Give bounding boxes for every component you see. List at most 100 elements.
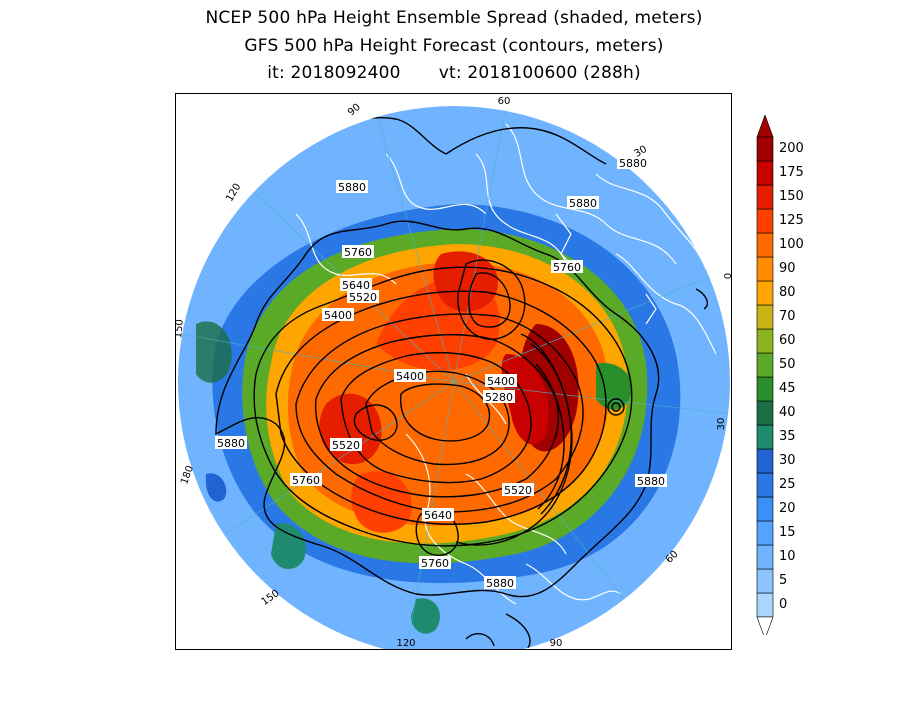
colorbar-tick-label: 60 [779, 333, 796, 348]
colorbar-box [756, 256, 774, 282]
contour-label: 5880 [619, 157, 647, 170]
contour-label: 5880 [338, 181, 366, 194]
chart-title: NCEP 500 hPa Height Ensemble Spread (sha… [205, 8, 703, 28]
contour-label-bg [322, 308, 354, 321]
colorbar-tick-label: 200 [779, 141, 804, 156]
colorbar-bottom-arrow [756, 616, 774, 635]
colorbar-box [756, 352, 774, 378]
contour-label-bg [502, 483, 534, 496]
colorbar-tick-label: 15 [779, 525, 796, 540]
colorbar-box [756, 520, 774, 546]
contour-label-bg [394, 369, 426, 382]
colorbar-box [756, 448, 774, 474]
polar-map-frame: 5880 5880 5880 5880 5880 5880 5760 5760 5760 5760… [175, 93, 732, 650]
longitude-label: 120 [396, 638, 415, 649]
contour-label: 5400 [487, 375, 515, 388]
contour-label-bg [483, 390, 515, 403]
colorbar-box [756, 328, 774, 354]
colorbar-box [756, 280, 774, 306]
colorbar-box [756, 136, 774, 162]
colorbar-tick-label: 50 [779, 357, 796, 372]
contour-label-bg [215, 436, 247, 449]
polar-stereographic-map: 5880 5880 5880 5880 5880 5880 5760 5760 5760 5760… [176, 96, 732, 649]
contour-label-bg [340, 278, 372, 291]
colorbar-tick-label: 100 [779, 237, 804, 252]
colorbar-tick-label: 150 [779, 189, 804, 204]
contour-label: 5760 [421, 557, 449, 570]
longitude-label: 60 [498, 96, 511, 107]
contour-label-bg [635, 474, 667, 487]
colorbar-tick-label: 25 [779, 477, 796, 492]
contour-label: 5880 [569, 197, 597, 210]
contour-label: 5400 [396, 370, 424, 383]
longitude-label: 180 [179, 464, 196, 486]
contour-label-bg [484, 576, 516, 589]
colorbar-tick-label: 175 [779, 165, 804, 180]
colorbar-boxes [756, 115, 774, 635]
spread-colorbar: 0 5 10 15 20 25 30 35 40 45 50 60 70 80 90 100 125 150 175… [756, 115, 804, 635]
colorbar-tick-label: 30 [779, 453, 796, 468]
colorbar-box [756, 184, 774, 210]
contour-label-bg [336, 180, 368, 193]
colorbar-box [756, 496, 774, 522]
colorbar-tick-label: 0 [779, 597, 787, 612]
longitude-label: 30 [716, 418, 727, 431]
contour-label: 5400 [324, 309, 352, 322]
time-line: it: 2018092400 vt: 2018100600 (288h) [0, 63, 908, 83]
contour-label: 5520 [349, 291, 377, 304]
contour-label-bg [347, 290, 379, 303]
contour-label: 5520 [332, 439, 360, 452]
colorbar-box [756, 472, 774, 498]
colorbar-box [756, 568, 774, 594]
colorbar-labels: 0 5 10 15 20 25 30 35 40 45 50 60 70 80 90 100 125 150 175… [779, 141, 804, 612]
longitude-label: 90 [550, 638, 563, 649]
colorbar-tick-label: 90 [779, 261, 796, 276]
contour-label: 5760 [292, 474, 320, 487]
contour-label-bg [290, 473, 322, 486]
contour-label-group: 5880 5880 5880 5880 5880 5880 5760 5760 5760 5760… [215, 156, 667, 590]
init-time: it: 2018092400 [267, 63, 401, 83]
longitude-label: 120 [224, 182, 243, 204]
contour-label-bg [551, 260, 583, 273]
colorbar-box [756, 400, 774, 426]
contour-label-bg [330, 438, 362, 451]
colorbar-tick-label: 125 [779, 213, 804, 228]
contour-label-bg [342, 245, 374, 258]
contour-label-bg [419, 556, 451, 569]
contour-label: 5640 [424, 509, 452, 522]
longitude-label: 150 [176, 319, 186, 339]
longitude-label: 90 [346, 102, 363, 119]
colorbar-box [756, 304, 774, 330]
colorbar-box [756, 376, 774, 402]
colorbar-box [756, 424, 774, 450]
contour-label: 5760 [344, 246, 372, 259]
contour-label: 5640 [342, 279, 370, 292]
colorbar-box [756, 160, 774, 186]
contour-label-bg [485, 374, 517, 387]
valid-time: vt: 2018100600 (288h) [438, 63, 641, 83]
colorbar-tick-label: 20 [779, 501, 796, 516]
longitude-label: 0 [721, 273, 732, 279]
colorbar-tick-label: 10 [779, 549, 796, 564]
contour-label: 5880 [637, 475, 665, 488]
colorbar-box [756, 232, 774, 258]
colorbar-tick-label: 5 [779, 573, 787, 588]
contour-label-bg [422, 508, 454, 521]
contour-label: 5760 [553, 261, 581, 274]
colorbar-tick-label: 45 [779, 381, 796, 396]
contour-label-bg [617, 156, 649, 169]
contour-label: 5880 [486, 577, 514, 590]
colorbar-box [756, 544, 774, 570]
colorbar-box [756, 592, 774, 618]
colorbar-tick-label: 35 [779, 429, 796, 444]
spread-shading [178, 106, 730, 649]
colorbar-tick-label: 40 [779, 405, 796, 420]
colorbar-tick-label: 80 [779, 285, 796, 300]
contour-label: 5280 [485, 391, 513, 404]
colorbar-box [756, 208, 774, 234]
contour-label: 5880 [217, 437, 245, 450]
contour-label: 5520 [504, 484, 532, 497]
contour-label-bg [567, 196, 599, 209]
colorbar-top-arrow [756, 115, 774, 138]
chart-subtitle: GFS 500 hPa Height Forecast (contours, m… [244, 36, 664, 56]
